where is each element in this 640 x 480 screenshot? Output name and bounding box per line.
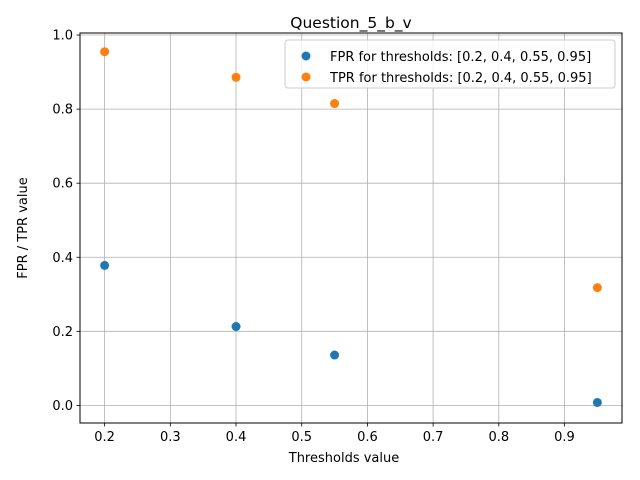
data-point-tpr <box>330 99 340 109</box>
x-tick-label: 0.9 <box>554 430 575 445</box>
x-tick-label: 0.3 <box>160 430 181 445</box>
y-ticks: 0.0 0.2 0.4 0.6 0.8 1.0 <box>52 29 80 414</box>
chart-title: Question_5_b_v <box>290 14 411 33</box>
data-point-fpr <box>231 322 241 332</box>
data-point-fpr <box>330 350 340 360</box>
legend-label-fpr: FPR for thresholds: [0.2, 0.4, 0.55, 0.9… <box>330 50 591 65</box>
y-tick-label: 0.2 <box>52 325 73 340</box>
x-ticks: 0.2 0.3 0.4 0.5 0.6 0.7 0.8 0.9 <box>94 423 575 445</box>
data-point-tpr <box>231 72 241 82</box>
plot-frame <box>79 32 623 424</box>
data-point-tpr <box>592 283 602 293</box>
y-tick-label: 0.4 <box>52 251 73 266</box>
legend-label-tpr: TPR for thresholds: [0.2, 0.4, 0.55, 0.9… <box>329 71 592 86</box>
x-axis-label: Thresholds value <box>288 451 399 466</box>
legend-marker-tpr <box>301 72 311 82</box>
x-tick-label: 0.4 <box>226 430 247 445</box>
grid-layer <box>80 33 622 423</box>
legend: FPR for thresholds: [0.2, 0.4, 0.55, 0.9… <box>284 39 616 89</box>
data-point-tpr <box>100 47 110 57</box>
x-tick-label: 0.8 <box>488 430 509 445</box>
x-tick-label: 0.6 <box>357 430 378 445</box>
data-point-fpr <box>592 397 602 407</box>
legend-marker-fpr <box>301 51 311 61</box>
y-axis-label: FPR / TPR value <box>16 177 31 278</box>
data-points <box>100 47 602 407</box>
y-tick-label: 1.0 <box>52 29 73 44</box>
legend-box <box>284 39 616 89</box>
x-tick-label: 0.7 <box>423 430 444 445</box>
y-tick-label: 0.0 <box>52 399 73 414</box>
x-tick-label: 0.5 <box>291 430 312 445</box>
x-tick-label: 0.2 <box>94 430 115 445</box>
data-point-fpr <box>100 260 110 270</box>
y-tick-label: 0.8 <box>52 103 73 118</box>
y-tick-label: 0.6 <box>52 177 73 192</box>
